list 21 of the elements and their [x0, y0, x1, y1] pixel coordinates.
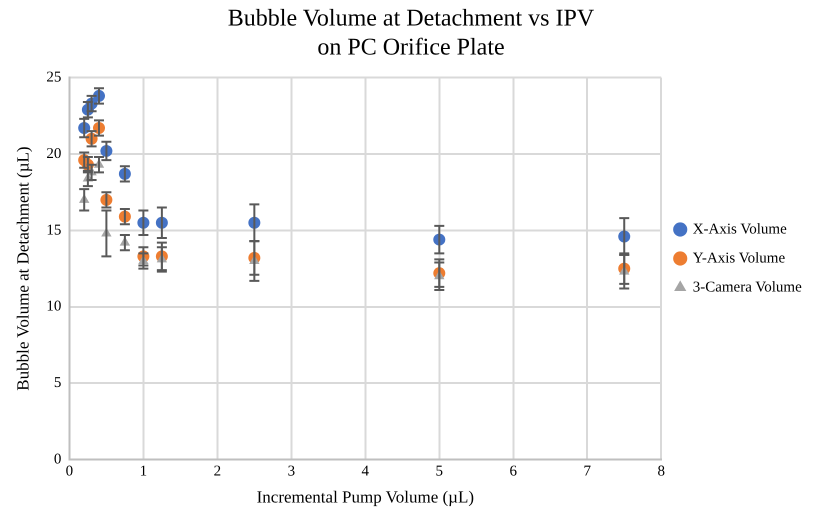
chart-title: Bubble Volume at Detachment vs IPV on PC Orifice Plate — [228, 6, 595, 60]
x-tick-label: 3 — [288, 464, 296, 480]
x-tick-label: 7 — [583, 464, 592, 480]
x-tick-label: 6 — [510, 464, 518, 480]
x-tick-label: 8 — [657, 464, 665, 480]
x-tick-label: 4 — [362, 464, 370, 480]
legend-label: Y-Axis Volume — [692, 250, 786, 266]
y-tick-label: 15 — [46, 222, 62, 238]
y-tick-label: 10 — [46, 298, 62, 315]
y-tick-label: 25 — [46, 70, 62, 86]
x-axis-title: Incremental Pump Volume (µL) — [256, 487, 474, 506]
y-tick-label: 20 — [46, 146, 62, 162]
y-tick-label: 0 — [54, 452, 62, 468]
y-axis-title: Bubble Volume at Detachment (µL) — [14, 146, 33, 391]
legend-label: X-Axis Volume — [692, 221, 788, 238]
x-tick-label: 1 — [140, 464, 148, 480]
x-tick-label: 5 — [436, 464, 444, 480]
legend-label: 3-Camera Volume — [692, 279, 802, 296]
y-tick-label: 5 — [54, 375, 62, 392]
x-tick-label: 0 — [66, 464, 74, 480]
x-tick-label: 2 — [214, 464, 222, 480]
